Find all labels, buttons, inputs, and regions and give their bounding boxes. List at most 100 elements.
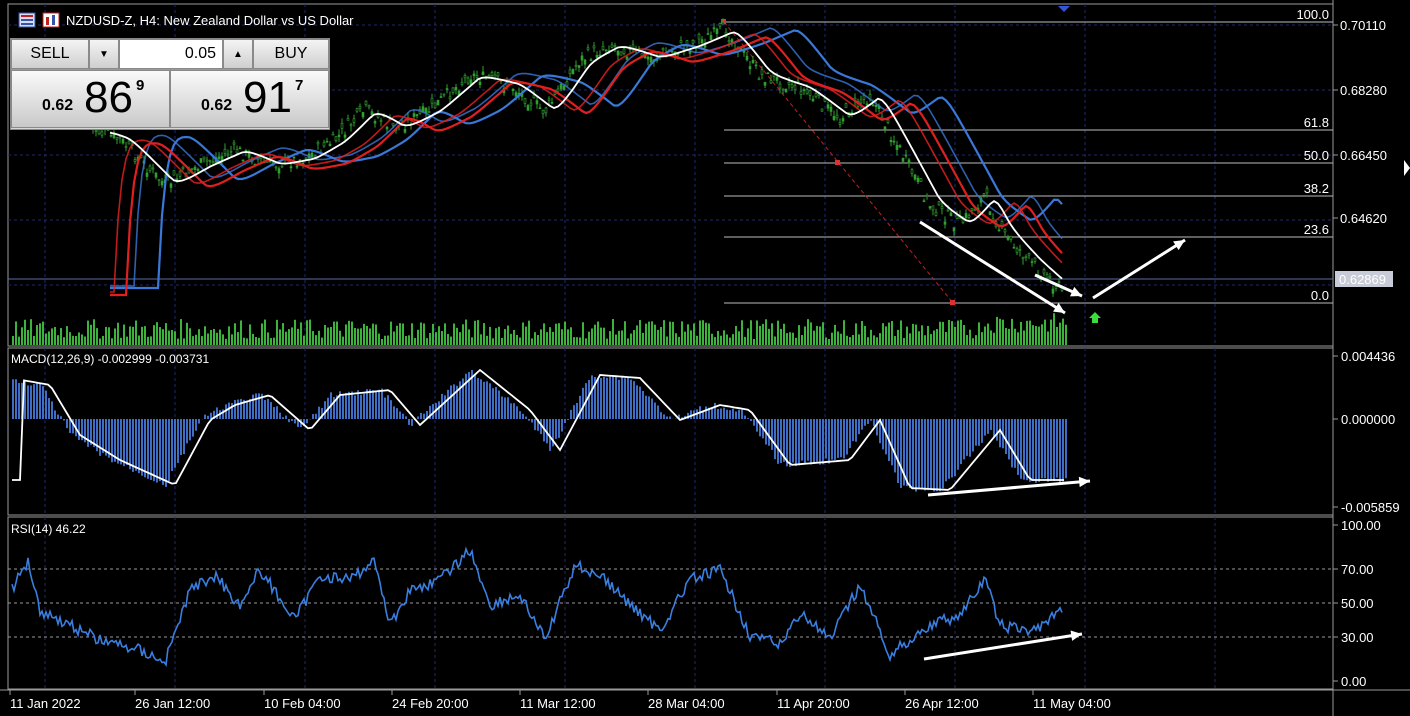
macd-histogram-bar [558, 419, 560, 438]
volume-bar [237, 332, 239, 345]
candle [595, 55, 599, 58]
price-axis-label: 0.68280 [1340, 83, 1387, 98]
volume-bar [261, 323, 263, 345]
candle [421, 106, 425, 112]
candle [148, 165, 152, 172]
candle [349, 124, 353, 127]
volume-bar [1011, 318, 1013, 345]
candle [874, 105, 878, 108]
buy-button[interactable]: BUY [253, 39, 329, 69]
macd-histogram-bar [432, 404, 434, 419]
sell-price-button[interactable]: 0.62 86 9 [11, 70, 170, 128]
macd-histogram-bar [1065, 419, 1067, 479]
macd-histogram-bar [483, 381, 485, 419]
candle [937, 201, 941, 206]
candle [451, 87, 455, 94]
volume-bar [525, 326, 527, 345]
volume-bar [558, 323, 560, 345]
macd-histogram-bar [747, 418, 749, 419]
candle [340, 123, 344, 129]
volume-input[interactable]: 0.05 [119, 39, 223, 69]
time-axis-label: 11 Apr 20:00 [777, 696, 850, 711]
macd-histogram-bar [297, 419, 299, 427]
volume-bar [831, 332, 833, 345]
volume-bar [948, 320, 950, 345]
macd-histogram-bar [66, 419, 68, 429]
macd-histogram-bar [537, 419, 539, 431]
chart-list-icon[interactable] [18, 12, 36, 28]
one-click-trading-icon[interactable] [42, 12, 60, 28]
macd-histogram-bar [324, 401, 326, 419]
macd-histogram-bar [564, 419, 566, 424]
macd-histogram-bar [939, 419, 941, 492]
candle [784, 88, 788, 93]
macd-histogram-bar [36, 382, 38, 419]
fib-level-label: 61.8 [1304, 115, 1329, 130]
macd-histogram-bar [549, 419, 551, 451]
volume-bar [66, 326, 68, 345]
macd-histogram-bar [465, 373, 467, 419]
rsi-axis-label: 30.00 [1341, 630, 1374, 645]
macd-histogram-bar [99, 419, 101, 456]
macd-histogram-bar [339, 391, 341, 419]
volume-bar [606, 338, 608, 345]
volume-bar [216, 332, 218, 345]
candle [181, 166, 185, 169]
macd-histogram-bar [984, 419, 986, 436]
one-click-trading-panel: SELL ▼ 0.05 ▲ BUY 0.62 86 9 0.62 91 7 [10, 38, 330, 130]
volume-bar [645, 323, 647, 345]
candle [1012, 246, 1016, 249]
volume-bar [12, 336, 14, 345]
macd-histogram-bar [1041, 419, 1043, 479]
volume-increase-button[interactable]: ▲ [223, 39, 253, 69]
volume-bar [417, 329, 419, 345]
volume-bar [255, 337, 257, 345]
volume-bar [129, 326, 131, 345]
candle [778, 83, 782, 89]
volume-bar [738, 331, 740, 345]
shift-marker-icon [1058, 6, 1070, 12]
candle [775, 77, 779, 81]
volume-bar [138, 335, 140, 345]
candle [811, 98, 815, 102]
volume-bar [735, 325, 737, 345]
macd-histogram-bar [918, 419, 920, 488]
candle [232, 142, 236, 145]
macd-histogram-bar [717, 408, 719, 419]
macd-histogram-bar [162, 419, 164, 485]
candle [379, 120, 383, 122]
macd-histogram-bar [246, 401, 248, 419]
volume-bar [918, 331, 920, 345]
volume-bar [108, 327, 110, 345]
candle [1006, 237, 1010, 240]
macd-histogram-bar [495, 387, 497, 419]
volume-decrease-button[interactable]: ▼ [89, 39, 119, 69]
macd-histogram-bar [78, 419, 80, 440]
sell-button[interactable]: SELL [11, 39, 89, 69]
volume-bar [999, 318, 1001, 345]
current-price-box [1335, 271, 1393, 287]
candle [223, 148, 227, 154]
candle [715, 28, 719, 34]
candle [922, 200, 926, 203]
macd-histogram-bar [315, 413, 317, 419]
macd-histogram-bar [63, 419, 65, 421]
candle [1054, 286, 1058, 289]
candle [562, 85, 566, 91]
macd-divergence-arrow-head [1078, 476, 1090, 488]
macd-histogram-bar [600, 378, 602, 419]
buy-price-button[interactable]: 0.62 91 7 [170, 70, 329, 128]
volume-bar [846, 335, 848, 345]
macd-histogram-bar [369, 389, 371, 419]
candle [799, 91, 803, 95]
macd-histogram-bar [480, 379, 482, 419]
candle [943, 221, 947, 225]
macd-histogram-bar [27, 385, 29, 419]
macd-histogram-bar [363, 393, 365, 419]
volume-bar [348, 320, 350, 345]
macd-histogram-bar [807, 419, 809, 461]
macd-histogram-bar [525, 416, 527, 419]
volume-bar [552, 331, 554, 345]
volume-bar [660, 327, 662, 345]
